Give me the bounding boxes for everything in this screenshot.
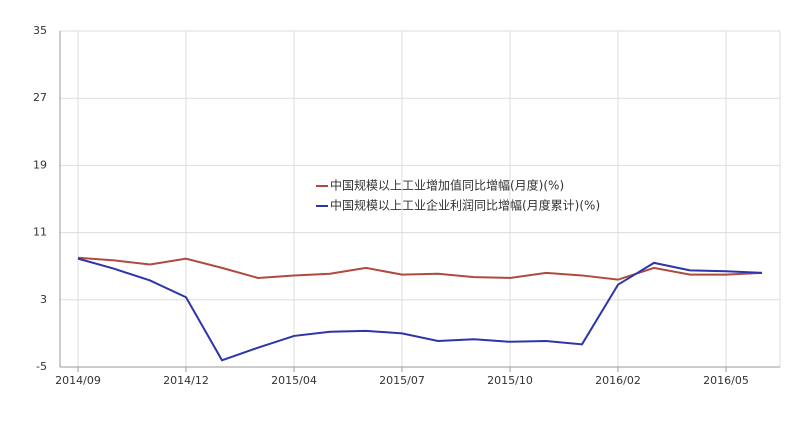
- x-tick-label: 2015/07: [379, 374, 425, 387]
- y-tick-label: 35: [33, 24, 47, 37]
- legend-label: 中国规模以上工业企业利润同比增幅(月度累计)(%): [330, 198, 600, 213]
- x-tick-label: 2015/04: [271, 374, 317, 387]
- y-tick-label: -5: [36, 360, 47, 373]
- series-line: [77, 256, 763, 281]
- x-tick-label: 2015/10: [487, 374, 533, 387]
- x-tick-label: 2014/12: [163, 374, 209, 387]
- legend: 中国规模以上工业增加值同比增幅(月度)(%) 中国规模以上工业企业利润同比增幅(月…: [316, 178, 600, 213]
- series-line: [77, 257, 763, 362]
- y-tick-label: 19: [33, 158, 47, 171]
- x-tick-label: 2016/05: [703, 374, 749, 387]
- x-tick-label: 2016/02: [595, 374, 641, 387]
- y-tick-label: 27: [33, 91, 47, 104]
- y-tick-label: 3: [40, 293, 47, 306]
- legend-label: 中国规模以上工业增加值同比增幅(月度)(%): [330, 178, 564, 193]
- x-tick-label: 2014/09: [55, 374, 101, 387]
- y-tick-label: 11: [33, 226, 47, 239]
